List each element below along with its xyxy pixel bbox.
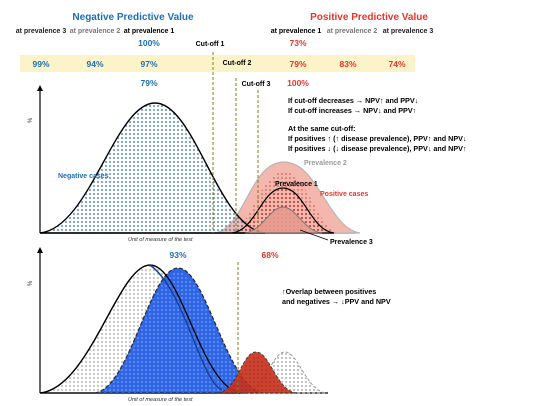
npv-bottom-value: 79% xyxy=(140,78,157,88)
npv-title: Negative Predictive Value xyxy=(72,12,194,23)
values-band xyxy=(20,55,415,72)
bottom-x-axis-label: Unit of measure of the test xyxy=(128,397,193,403)
negative-cases-curve xyxy=(39,102,266,234)
npv-prevalence-3-label: at prevalence 3 xyxy=(16,28,67,35)
cutoff-3-label: Cut-off 3 xyxy=(242,81,271,88)
top-y-axis-label: % xyxy=(28,117,34,123)
prevalence-3-label: Prevalence 3 xyxy=(330,239,373,246)
positive-cases-label: Positive cases xyxy=(320,191,368,198)
positive-red-dots xyxy=(222,356,292,392)
cutoff-2-label: Cut-off 2 xyxy=(223,60,252,67)
note-positives-decrease: If positives ↓ (↓ disease prevalence), P… xyxy=(288,144,467,153)
note-same-cutoff: At the same cut-off: xyxy=(288,124,356,133)
bottom-npv-value: 93% xyxy=(169,250,186,260)
negative-outline xyxy=(39,264,241,394)
ppv-title: Positive Predictive Value xyxy=(310,12,428,23)
bottom-note-line2: and negatives → ↓PPV and NPV xyxy=(282,297,391,306)
prevalence-3-curve xyxy=(244,206,323,234)
npv-prevalence-2-label: at prevalence 2 xyxy=(70,28,121,35)
ppv-top-value: 73% xyxy=(289,38,306,48)
top-x-axis-label: Unit of measure of the test xyxy=(128,237,193,243)
ppv-prevalence-2-label: at prevalence 2 xyxy=(327,28,378,35)
negative-cases-label: Negative cases xyxy=(58,173,109,180)
npv-prevalence-1-label: at prevalence 1 xyxy=(124,28,175,35)
npv-value-prevalence-3: 99% xyxy=(32,59,49,69)
ppv-prevalence-3-label: at prevalence 3 xyxy=(383,28,434,35)
ppv-bottom-value: 100% xyxy=(287,78,309,88)
prevalence-1-label: Prevalence 1 xyxy=(275,181,318,188)
ppv-value-prevalence-1: 79% xyxy=(289,59,306,69)
prevalence-3-pointer xyxy=(299,229,329,241)
cutoff-1-label: Cut-off 1 xyxy=(196,41,225,48)
ppv-value-prevalence-2: 83% xyxy=(339,59,356,69)
shifted-negative-dots xyxy=(98,272,258,392)
npv-top-value: 100% xyxy=(138,38,160,48)
bottom-note-line1: ↑Overlap between positives xyxy=(282,287,376,296)
ppv-prevalence-1-label: at prevalence 1 xyxy=(271,28,322,35)
note-cutoff-decreases: If cut-off decreases → NPV↑ and PPV↓ xyxy=(288,96,418,105)
npv-value-prevalence-1: 97% xyxy=(140,59,157,69)
blue-outline xyxy=(149,264,223,391)
npv-value-prevalence-2: 94% xyxy=(86,59,103,69)
bottom-y-axis-label: % xyxy=(28,280,34,286)
note-cutoff-increases: If cut-off increases → NPV↓ and PPV↑ xyxy=(288,106,416,115)
note-positives-increase: If positives ↑ (↑ disease prevalence), P… xyxy=(288,134,467,143)
bottom-ppv-value: 68% xyxy=(261,250,278,260)
ppv-value-prevalence-3: 74% xyxy=(388,59,405,69)
prevalence-2-label: Prevalence 2 xyxy=(304,160,347,167)
